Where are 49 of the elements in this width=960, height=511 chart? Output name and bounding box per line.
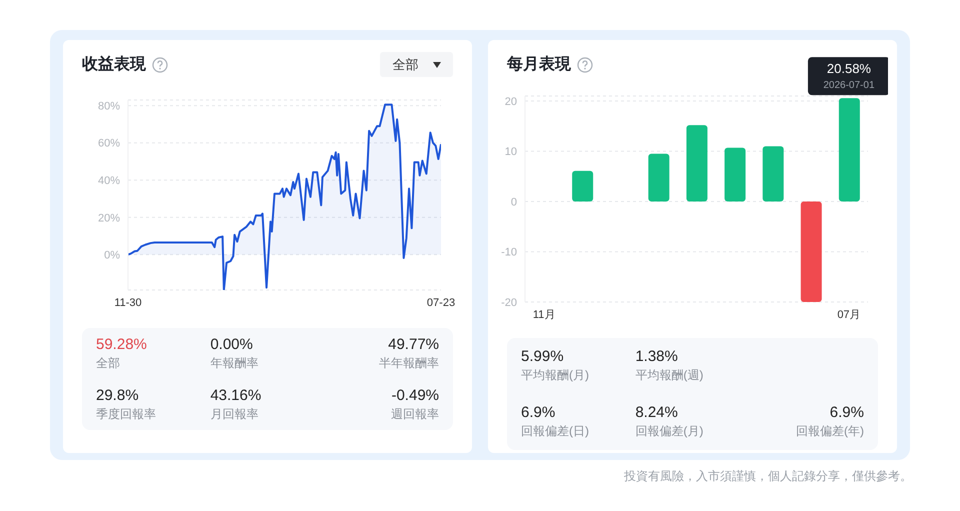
y-tick-label: 0% (104, 250, 120, 262)
text: 49.77% (387, 336, 439, 352)
bar (648, 154, 670, 202)
y-tick-label: 40% (98, 175, 120, 188)
bar (762, 146, 784, 202)
text: 29.8% (96, 386, 140, 404)
text: 0.00% (210, 336, 254, 352)
text: 8.24% (635, 404, 679, 421)
text: 投資有風險，入市須謹慎，個人記錄分享，僅供參考。 (624, 468, 912, 485)
bar (724, 148, 746, 202)
y-tick-label: 60% (98, 138, 120, 150)
text: 1.38% (635, 348, 679, 365)
text: 59.28% (96, 336, 148, 352)
bar (572, 170, 594, 202)
y-tick-label: 10 (504, 146, 517, 158)
text: 43.16% (210, 386, 262, 404)
text: 5.99% (521, 348, 565, 365)
text: 回報偏差(月) (635, 423, 704, 440)
x-tick-label: 07月 (837, 308, 861, 321)
text: 年報酬率 (210, 354, 260, 372)
text: -0.49% (390, 386, 439, 404)
y-tick-label: 20 (504, 96, 517, 108)
y-tick-label: 80% (98, 100, 120, 112)
bar (800, 202, 822, 302)
bar (838, 98, 860, 202)
text: 季度回報率 (96, 406, 157, 422)
text: 6.9% (521, 404, 556, 421)
y-tick-label: -20 (501, 296, 517, 309)
x-tick-label: 11月 (532, 308, 556, 321)
x-tick-label: 11-30 (114, 296, 142, 309)
y-tick-label: 20% (98, 212, 120, 224)
text: 全部 (96, 354, 121, 372)
text: 平均報酬(月) (521, 367, 590, 384)
y-tick-label: -10 (501, 246, 517, 259)
chart-title: 每月表現 (507, 54, 572, 75)
chart-title: 收益表現 (82, 54, 147, 75)
text: 月回報率 (210, 406, 260, 422)
y-tick-label: 0 (510, 196, 517, 208)
text: 平均報酬(週) (635, 367, 704, 384)
x-tick-label: 07-23 (426, 296, 456, 309)
bar (686, 125, 708, 202)
text: 回報偏差(日) (521, 423, 590, 440)
text: 週回報率 (390, 406, 439, 422)
text: 6.9% (828, 404, 864, 421)
data-label: 20.58% (826, 61, 872, 76)
text: 半年報酬率 (378, 354, 439, 372)
text: 全部 (380, 52, 453, 77)
annotation: 2026-07-01 (823, 80, 875, 92)
text: 回報偏差(年) (795, 423, 864, 440)
